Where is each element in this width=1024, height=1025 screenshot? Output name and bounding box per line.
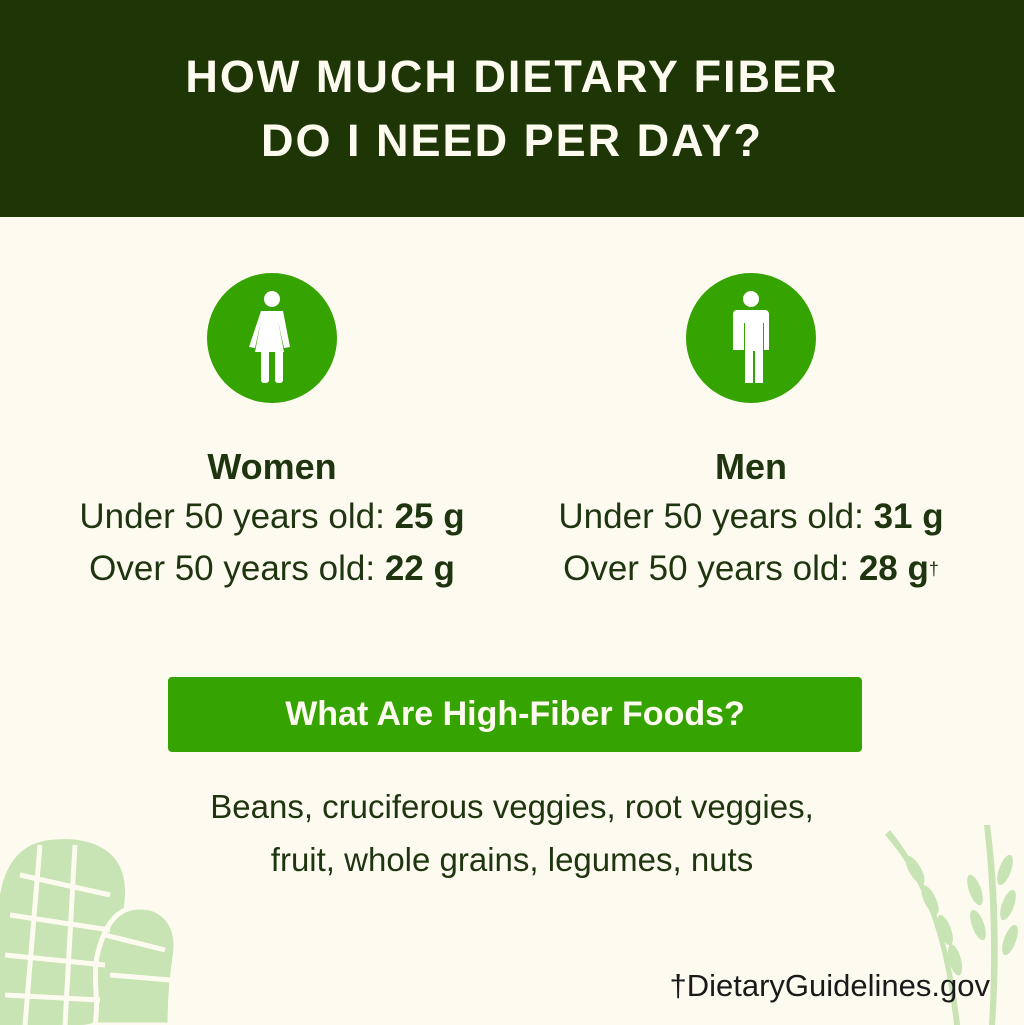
- foods-list: Beans, cruciferous veggies, root veggies…: [0, 780, 1024, 886]
- women-under-50: Under 50 years old: 25 g: [42, 491, 502, 543]
- men-over-value: 28 g: [858, 549, 929, 588]
- women-label: Women: [207, 446, 337, 487]
- women-over-value: 22 g: [384, 549, 455, 588]
- men-over-50: Over 50 years old: 28 g†: [521, 543, 981, 595]
- foods-line-2: fruit, whole grains, legumes, nuts: [270, 841, 754, 878]
- woman-icon: [207, 273, 337, 403]
- men-under-text: Under 50 years old:: [558, 497, 874, 536]
- source-citation: †DietaryGuidelines.gov: [669, 968, 990, 1003]
- footnote-mark: †: [928, 559, 939, 579]
- men-label: Men: [715, 446, 787, 487]
- foods-line-1: Beans, cruciferous veggies, root veggies…: [210, 788, 814, 825]
- header: HOW MUCH DIETARY FIBER DO I NEED PER DAY…: [0, 0, 1024, 217]
- women-over-50: Over 50 years old: 22 g: [42, 543, 502, 595]
- men-over-text: Over 50 years old:: [563, 549, 859, 588]
- title-line-1: HOW MUCH DIETARY FIBER: [185, 50, 839, 102]
- high-fiber-foods-banner: What Are High-Fiber Foods?: [168, 677, 862, 752]
- men-section: Men Under 50 years old: 31 g Over 50 yea…: [521, 273, 981, 595]
- women-under-text: Under 50 years old:: [79, 497, 395, 536]
- women-under-value: 25 g: [394, 497, 465, 536]
- women-section: Women Under 50 years old: 25 g Over 50 y…: [42, 273, 502, 595]
- title-line-2: DO I NEED PER DAY?: [261, 114, 763, 166]
- man-icon: [686, 273, 816, 403]
- peanut-illustration: [0, 839, 179, 1025]
- men-under-value: 31 g: [873, 497, 944, 536]
- men-under-50: Under 50 years old: 31 g: [521, 491, 981, 543]
- wheat-illustration: [885, 825, 1018, 1025]
- women-over-text: Over 50 years old:: [89, 549, 385, 588]
